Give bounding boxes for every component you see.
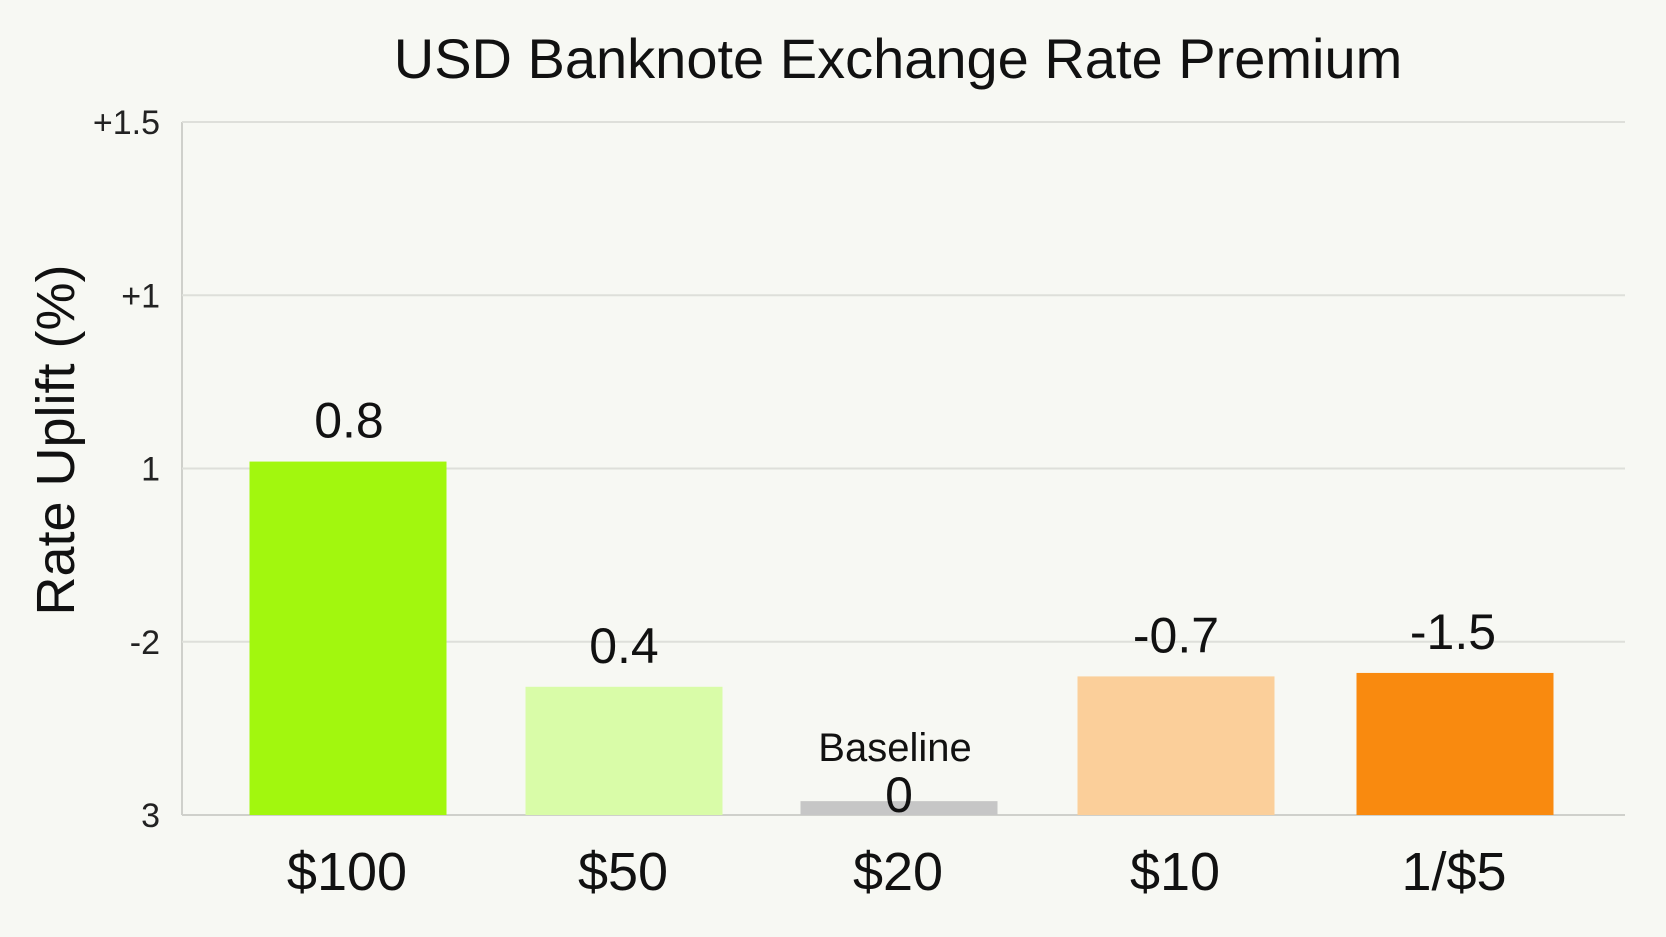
value-label-2: 0 — [885, 767, 913, 823]
y-axis-label: Rate Uplift (%) — [26, 264, 86, 615]
y-tick-label: -2 — [130, 624, 160, 662]
value-label-3: -0.7 — [1133, 607, 1219, 663]
baseline-annotation: Baseline — [818, 726, 971, 770]
x-axis-ticks: $100 $50 $20 $10 1/$5 — [287, 842, 1507, 902]
x-tick-label-4: 1/$5 — [1401, 842, 1506, 902]
value-labels: 0.8 0.4 0 -0.7 -1.5 — [314, 393, 1496, 823]
bars — [249, 461, 1554, 815]
value-label-4: -1.5 — [1410, 604, 1496, 660]
value-label-1: 0.4 — [589, 618, 659, 674]
x-tick-label-3: $10 — [1130, 842, 1220, 902]
chart-title: USD Banknote Exchange Rate Premium — [394, 27, 1403, 90]
y-tick-label: +1 — [121, 277, 160, 315]
y-axis-ticks: +1.5 +1 1 -2 3 — [93, 104, 160, 835]
bar-0 — [249, 461, 447, 815]
bar-1 — [525, 686, 723, 815]
bar-2 — [800, 801, 998, 815]
y-tick-label: 1 — [141, 451, 160, 489]
x-tick-label-1: $50 — [578, 842, 668, 902]
y-tick-label: +1.5 — [93, 104, 160, 142]
y-tick-label: 3 — [141, 797, 160, 835]
bar-3 — [1077, 676, 1275, 815]
value-label-0: 0.8 — [314, 393, 384, 449]
x-tick-label-0: $100 — [287, 842, 407, 902]
x-tick-label-2: $20 — [853, 842, 943, 902]
bar-4 — [1356, 672, 1554, 815]
